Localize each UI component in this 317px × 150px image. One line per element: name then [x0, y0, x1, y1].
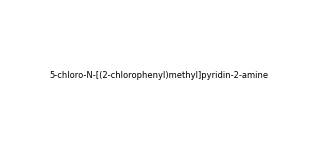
Text: 5-chloro-N-[(2-chlorophenyl)methyl]pyridin-2-amine: 5-chloro-N-[(2-chlorophenyl)methyl]pyrid… — [49, 70, 268, 80]
